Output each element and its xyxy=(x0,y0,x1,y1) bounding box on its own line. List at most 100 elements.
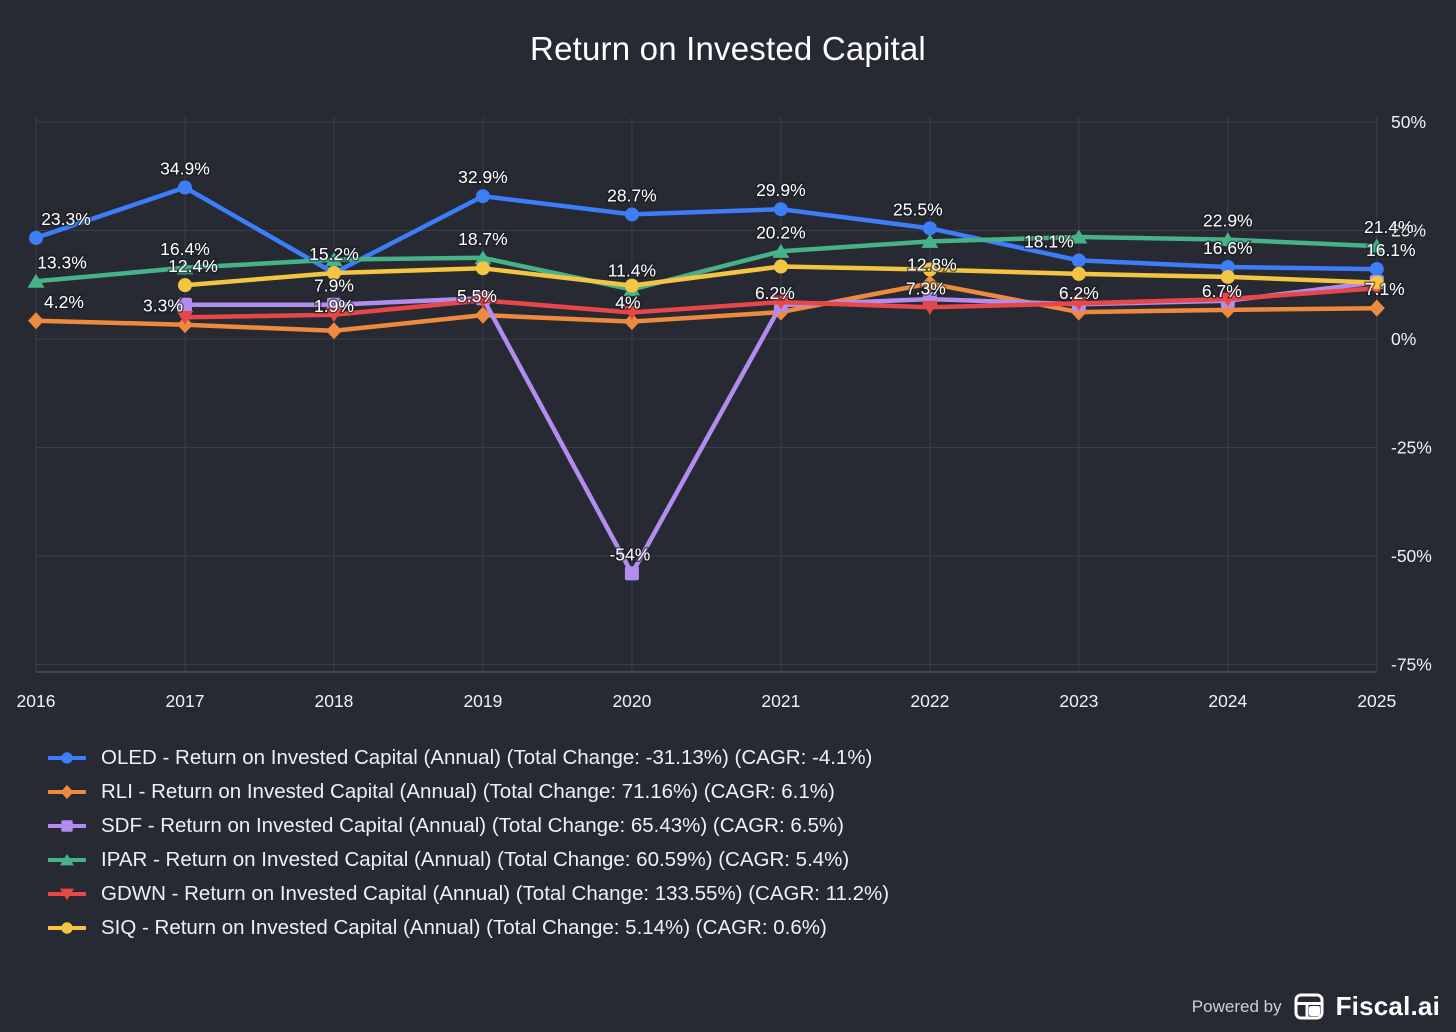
SIQ-data-point xyxy=(773,259,788,274)
x-axis-tick-label: 2018 xyxy=(314,691,353,711)
data-label-RLI-2024: 6.7% xyxy=(1202,281,1242,301)
data-label-GDWN-2022: 7.3% xyxy=(906,278,946,298)
legend-item-IPAR[interactable]: IPAR - Return on Invested Capital (Annua… xyxy=(48,848,889,872)
legend-marker-OLED xyxy=(48,752,86,764)
legend-glyph xyxy=(60,785,74,799)
OLED-data-point xyxy=(29,230,43,245)
data-label-IPAR-2019: 18.7% xyxy=(458,229,508,249)
OLED-data-point xyxy=(773,202,788,217)
data-label-OLED-2019: 32.9% xyxy=(458,167,508,187)
series-SIQ xyxy=(177,259,1384,293)
data-label-OLED-2018: 15.2% xyxy=(309,244,359,264)
y-axis-tick-label: 0% xyxy=(1391,329,1416,349)
powered-by-footer: Powered by Fiscal.ai xyxy=(1192,991,1440,1022)
legend-marker-RLI xyxy=(48,785,86,799)
data-label-SDF-2020: -54% xyxy=(609,544,650,564)
SIQ-data-point xyxy=(475,261,490,276)
legend-item-SIQ[interactable]: SIQ - Return on Invested Capital (Annual… xyxy=(48,916,889,940)
fiscal-logo-icon xyxy=(1294,993,1324,1020)
legend-item-RLI[interactable]: RLI - Return on Invested Capital (Annual… xyxy=(48,780,889,804)
data-label-OLED-2022: 25.5% xyxy=(893,199,943,219)
x-axis-tick-label: 2023 xyxy=(1059,691,1098,711)
x-axis-tick-label: 2017 xyxy=(166,691,205,711)
data-label-OLED-2017: 34.9% xyxy=(160,159,210,179)
x-axis-tick-label: 2024 xyxy=(1208,691,1247,711)
legend-item-SDF[interactable]: SDF - Return on Invested Capital (Annual… xyxy=(48,814,889,838)
SIQ-data-point xyxy=(624,278,639,293)
chart-title: Return on Invested Capital xyxy=(530,30,926,67)
IPAR-data-point xyxy=(474,250,492,265)
data-label-RLI-2017: 3.3% xyxy=(143,296,183,316)
brand-name[interactable]: Fiscal.ai xyxy=(1335,991,1440,1021)
legend-marker-SDF xyxy=(48,820,86,832)
SIQ-data-point xyxy=(922,262,937,277)
legend-glyph xyxy=(61,820,73,832)
GDWN-data-point xyxy=(772,295,790,310)
legend-glyph-triangle-up xyxy=(60,853,74,866)
GDWN-data-point xyxy=(176,310,194,325)
legend-glyph xyxy=(60,853,74,866)
data-label-SIQ-2017: 12.4% xyxy=(168,256,218,276)
data-label-IPAR-2024: 22.9% xyxy=(1203,211,1253,231)
data-label-OLED-2021: 29.9% xyxy=(756,180,806,200)
data-label-IPAR-2025: 21.4% xyxy=(1364,217,1414,237)
legend-glyph-diamond xyxy=(60,785,74,799)
RLI-data-point xyxy=(1368,299,1385,317)
RLI-data-point xyxy=(28,312,44,330)
IPAR-data-point xyxy=(176,260,194,275)
GDWN-data-point xyxy=(921,300,939,315)
x-axis-tick-label: 2019 xyxy=(463,691,502,711)
data-label-RLI-2023: 6.2% xyxy=(1059,283,1099,303)
x-axis-tick-label: 2022 xyxy=(910,691,949,711)
legend-marker-IPAR xyxy=(48,853,86,866)
GDWN-data-point xyxy=(1219,292,1237,307)
GDWN-data-point xyxy=(325,308,343,323)
roic-line-chart: 50% 25% 0% -25% -50% -75% 2016 2017 2018 2019 2020… xyxy=(17,112,1432,711)
legend-label-OLED: OLED - Return on Invested Capital (Annua… xyxy=(101,746,873,769)
x-axis-tick-label: 2020 xyxy=(612,691,651,711)
RLI-data-point xyxy=(474,306,491,324)
chart-legend: OLED - Return on Invested Capital (Annua… xyxy=(48,746,889,940)
legend-label-SIQ: SIQ - Return on Invested Capital (Annual… xyxy=(101,916,827,939)
RLI-data-point xyxy=(623,313,640,331)
legend-glyph-circle xyxy=(61,922,73,934)
series-OLED xyxy=(29,180,1384,281)
IPAR-data-point xyxy=(772,243,790,258)
legend-glyph xyxy=(61,752,73,764)
data-label-OLED-2024: 16.6% xyxy=(1203,238,1253,258)
IPAR-data-point xyxy=(1219,232,1237,247)
legend-glyph-circle xyxy=(61,752,73,764)
OLED-data-point xyxy=(177,180,192,195)
SIQ-data-point xyxy=(1220,269,1235,284)
data-label-OLED-2023: 18.1% xyxy=(1024,231,1074,251)
data-label-RLI-2020: 4% xyxy=(615,293,640,313)
legend-label-IPAR: IPAR - Return on Invested Capital (Annua… xyxy=(101,848,850,871)
series-IPAR xyxy=(27,229,1386,297)
GDWN-data-point xyxy=(623,306,641,321)
legend-marker-GDWN xyxy=(48,888,86,901)
x-axis-tick-label: 2021 xyxy=(761,691,800,711)
legend-label-RLI: RLI - Return on Invested Capital (Annual… xyxy=(101,780,835,803)
GDWN-data-point xyxy=(474,293,492,308)
legend-label-GDWN: GDWN - Return on Invested Capital (Annua… xyxy=(101,882,890,905)
data-label-OLED-2020: 28.7% xyxy=(607,185,657,205)
x-axis-tick-label: 2016 xyxy=(17,691,56,711)
SIQ-data-point xyxy=(326,266,341,281)
IPAR-data-point xyxy=(921,233,939,248)
y-axis-tick-label: 25% xyxy=(1391,221,1426,241)
OLED-data-point xyxy=(1220,259,1235,274)
legend-glyph-square xyxy=(61,820,73,832)
powered-by-text: Powered by xyxy=(1191,996,1282,1016)
legend-item-GDWN[interactable]: GDWN - Return on Invested Capital (Annua… xyxy=(48,882,889,906)
OLED-data-point xyxy=(922,221,937,236)
GDWN-data-point xyxy=(1070,296,1088,311)
data-label-RLI-2025: 7.1% xyxy=(1365,279,1405,299)
y-axis-tick-label: 50% xyxy=(1391,112,1426,132)
legend-label-SDF: SDF - Return on Invested Capital (Annual… xyxy=(101,814,844,837)
data-label-SDF-2018: 7.9% xyxy=(314,276,354,296)
legend-item-OLED[interactable]: OLED - Return on Invested Capital (Annua… xyxy=(48,746,889,770)
RLI-data-point xyxy=(325,322,342,340)
IPAR-data-point xyxy=(1070,229,1088,244)
legend-marker-SIQ xyxy=(48,922,86,934)
SIQ-data-point xyxy=(1369,275,1384,290)
